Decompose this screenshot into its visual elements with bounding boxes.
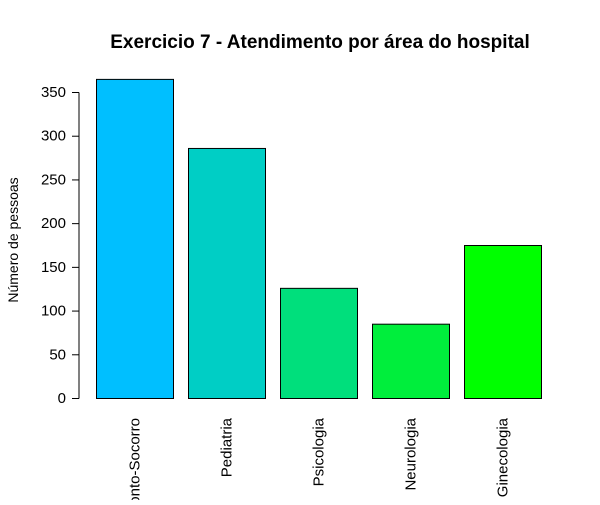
y-tick-label: 50	[49, 346, 66, 363]
x-tick-label: Pediatria	[219, 417, 236, 477]
y-axis-label: Número de pessoas	[5, 177, 21, 302]
bar-pediatria	[188, 147, 266, 399]
y-tick-label: 150	[41, 259, 66, 276]
bar-neurologia	[372, 323, 450, 399]
bar-psicologia	[280, 287, 358, 399]
y-tick-label: 200	[41, 215, 66, 232]
bar-pronto-socorro	[96, 78, 174, 399]
bars	[96, 78, 542, 399]
bar-ginecologia	[464, 245, 542, 399]
x-tick-label: Neurologia	[403, 417, 420, 490]
x-tick-label: Ginecologia	[495, 417, 512, 497]
x-axis-labels: Pronto-Socorro Pediatria Psicologia Neurolo…	[127, 417, 512, 500]
y-tick-label: 0	[58, 390, 66, 407]
y-axis: 0 50 100 150 200 250 300 350	[41, 84, 80, 407]
y-tick-label: 300	[41, 128, 66, 145]
y-tick-label: 350	[41, 84, 66, 101]
x-tick-label: Psicologia	[311, 417, 328, 486]
y-tick-label: 100	[41, 303, 66, 320]
chart-title: Exercicio 7 - Atendimento por área do ho…	[110, 32, 530, 53]
x-tick-label: Pronto-Socorro	[127, 418, 144, 500]
y-tick-label: 250	[41, 171, 66, 188]
